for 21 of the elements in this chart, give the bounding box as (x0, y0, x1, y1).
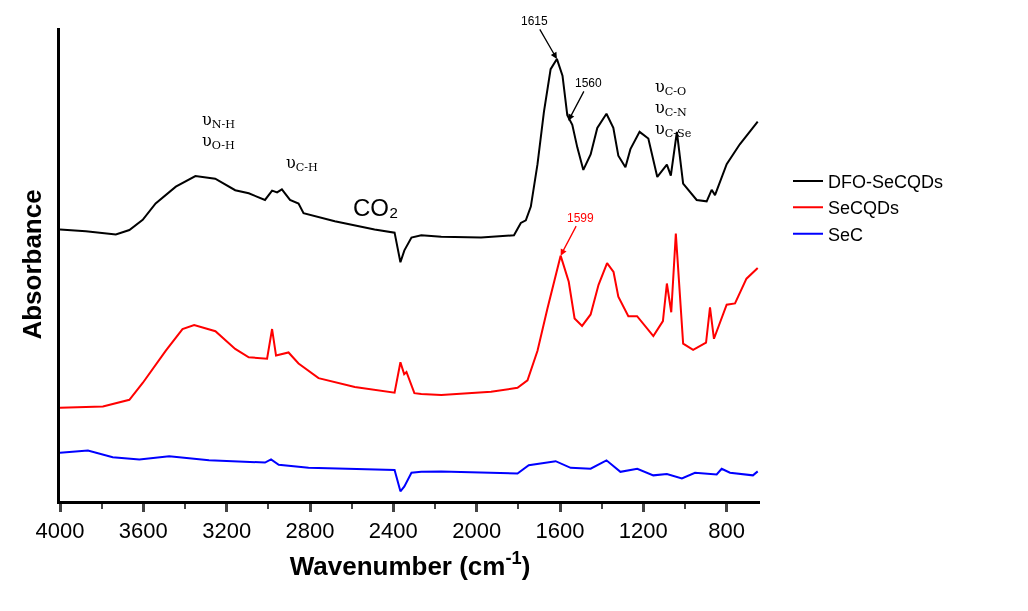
annotation: υ$_{C-O}$ υ$_{C-N}$ υ$_{C-Se}$ (655, 77, 692, 140)
x-axis-title: Wavenumber (cm$^{-1}$) (289, 548, 531, 582)
legend-label: DFO-SeCQDs (828, 171, 944, 192)
annotation: 1615 (521, 14, 549, 28)
x-tick-label: 3200 (202, 518, 252, 544)
x-tick-label: 800 (708, 518, 746, 544)
x-tick-label: 2000 (452, 518, 502, 544)
y-axis-title: Absorbance (17, 189, 48, 340)
x-tick-label: 2400 (368, 518, 418, 544)
annotation: 1599 (567, 211, 595, 225)
annotation: υ$_{N-H}$ υ$_{O-H}$ (202, 110, 236, 153)
annotation: CO₂ (353, 194, 399, 221)
x-tick-label: 4000 (35, 518, 85, 544)
annotation: υ$_{C-H}$ (286, 153, 319, 175)
x-tick-label: 1600 (535, 518, 585, 544)
x-tick-label: 3600 (118, 518, 168, 544)
legend-label: SeCQDs (828, 198, 900, 219)
x-tick-label: 1200 (618, 518, 668, 544)
x-tick-label: 2800 (285, 518, 335, 544)
legend-label: SeC (828, 224, 864, 245)
annotation: 1560 (575, 76, 603, 90)
